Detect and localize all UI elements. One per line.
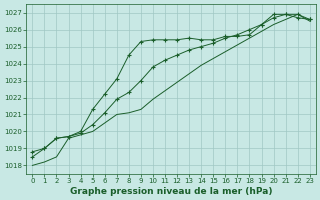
X-axis label: Graphe pression niveau de la mer (hPa): Graphe pression niveau de la mer (hPa) [70, 187, 272, 196]
